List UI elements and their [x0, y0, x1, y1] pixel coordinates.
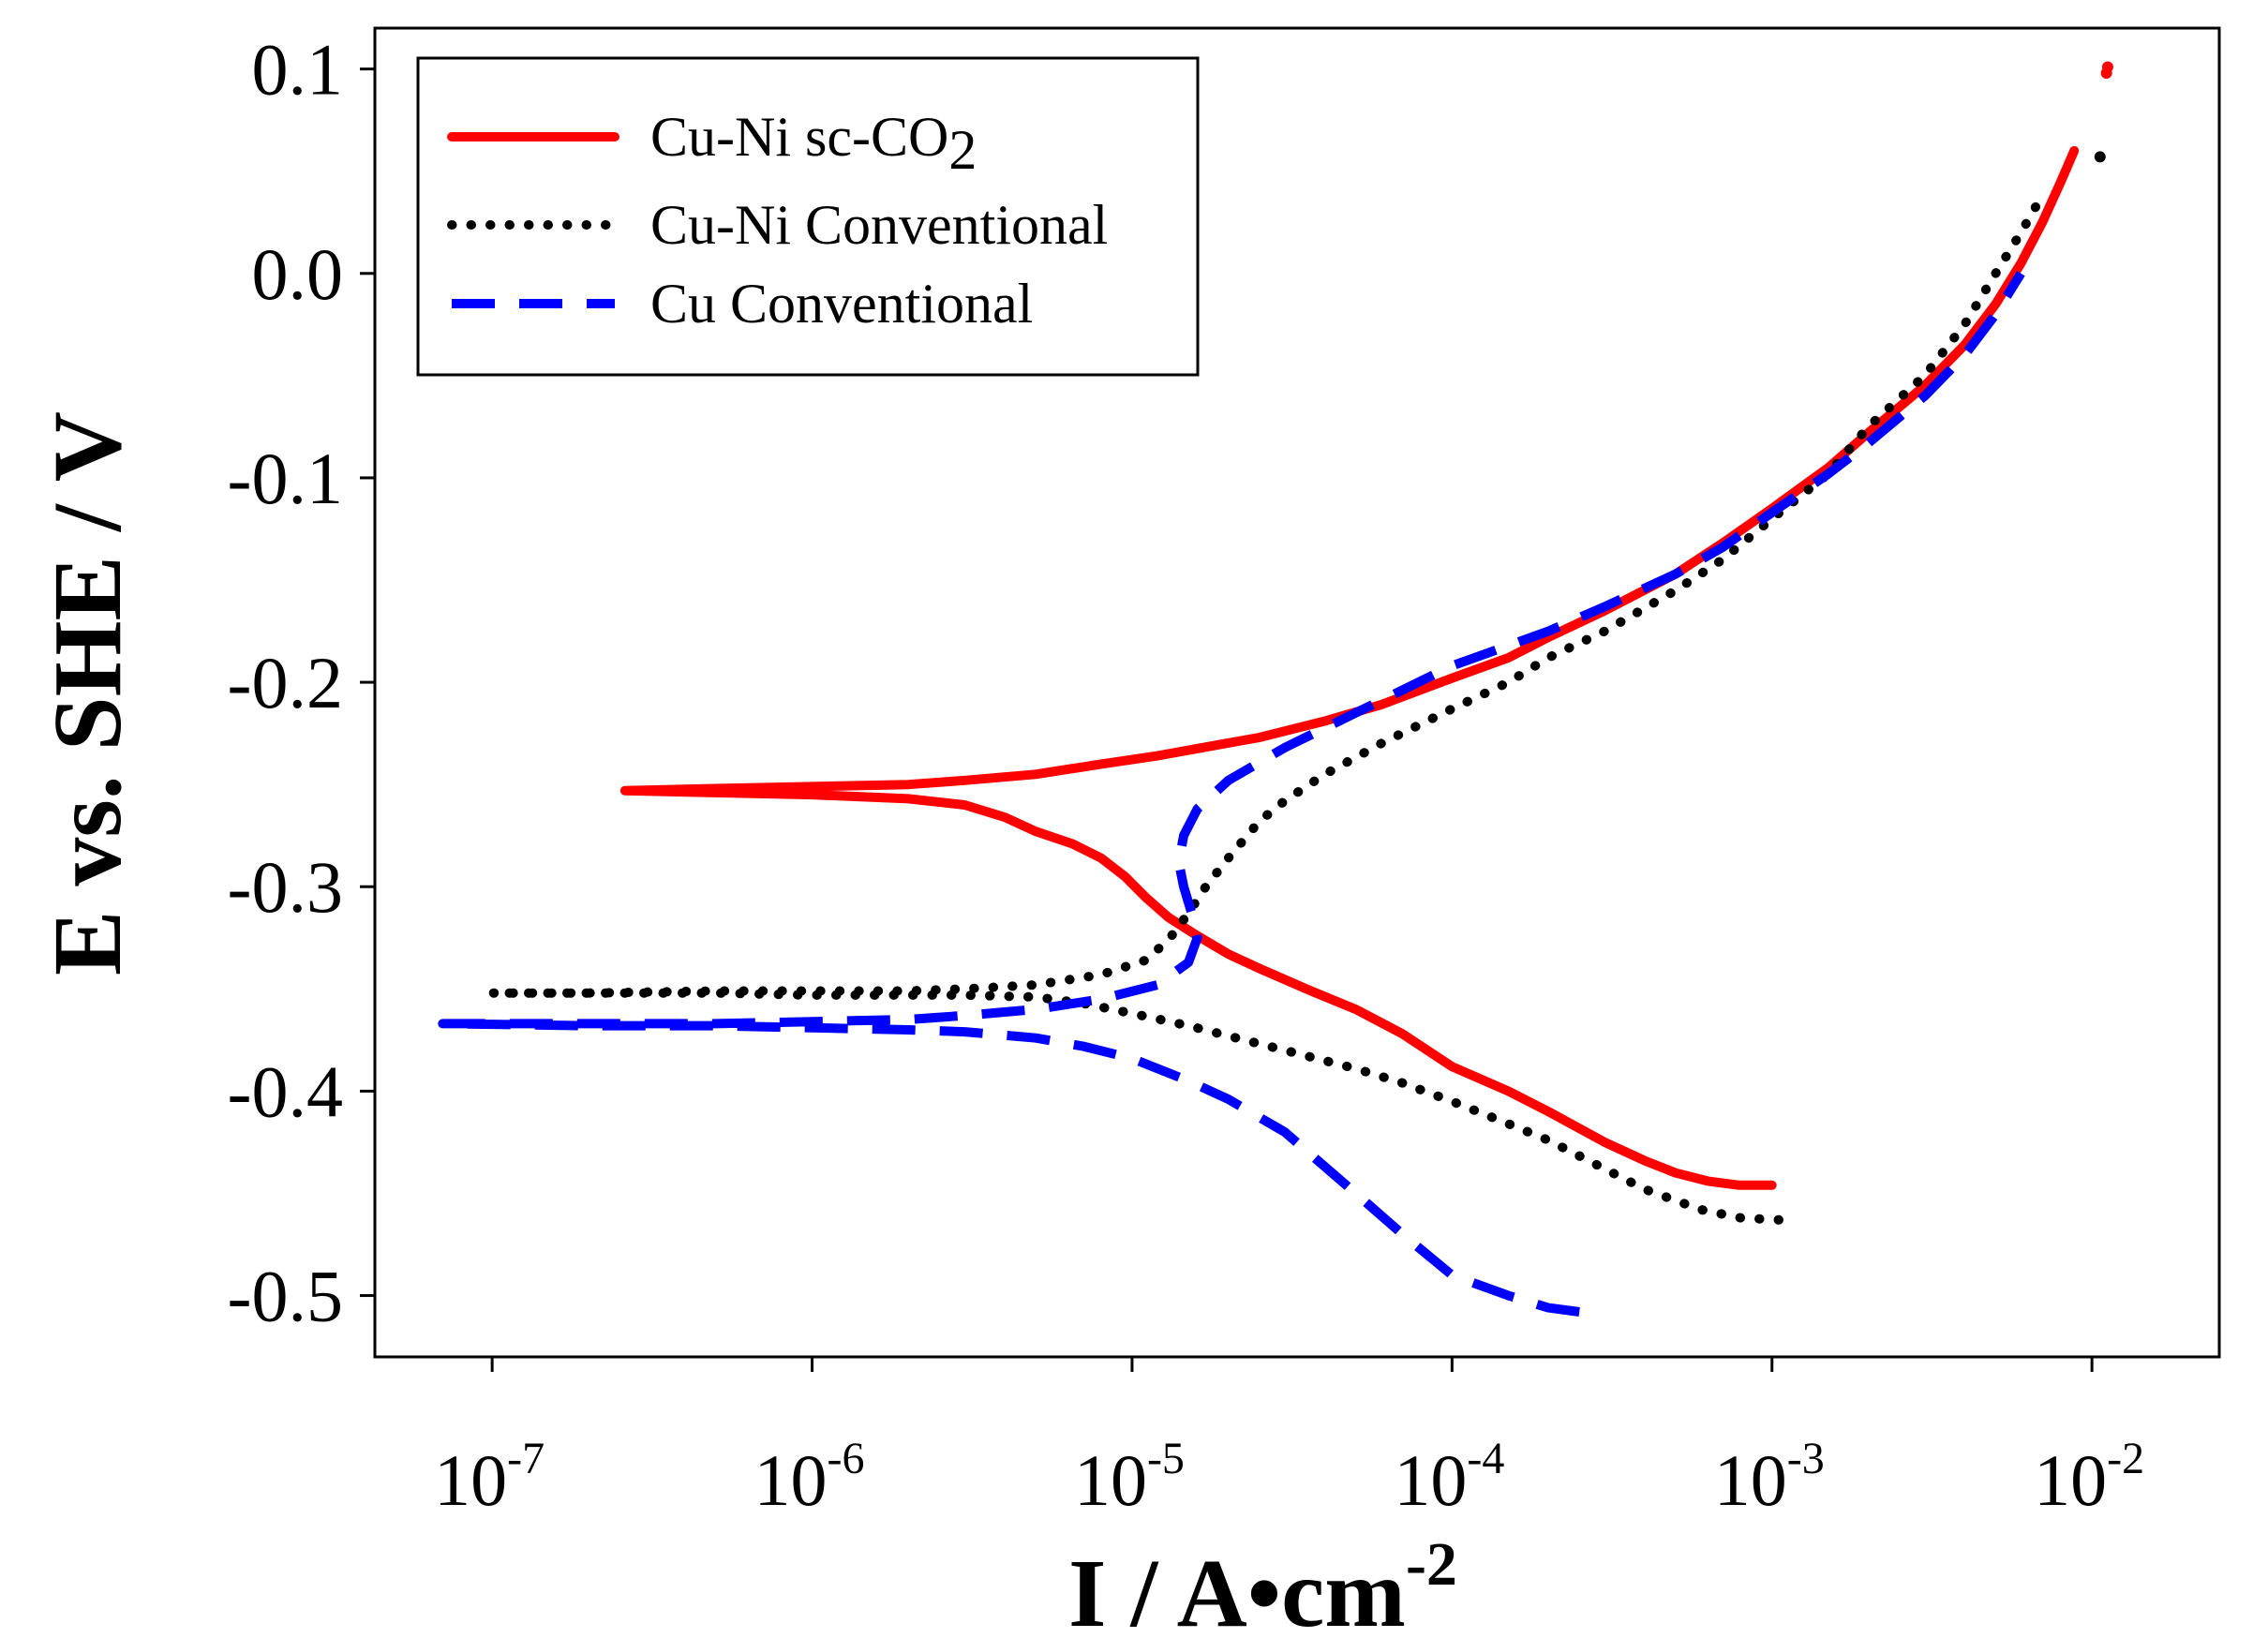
x-tick-label: 10-2 — [2034, 1434, 2144, 1521]
y-axis-title: E vs. SHE / V — [34, 411, 142, 975]
y-tick-label: 0.0 — [252, 233, 344, 315]
legend-box — [416, 56, 1200, 377]
y-tick-label: -0.4 — [228, 1050, 343, 1132]
x-tick-label: 10-7 — [434, 1434, 545, 1521]
x-axis-title: I / A•cm-2 — [1068, 1530, 1457, 1638]
y-tick-label: -0.2 — [228, 642, 343, 723]
legend-label-2: Cu-Ni Conventional — [650, 194, 1108, 256]
series-point-1 — [2101, 61, 2113, 73]
series-layer — [438, 61, 2113, 1317]
x-tick-label: 10-6 — [754, 1434, 865, 1521]
legend: Cu-Ni sc-CO2 Cu-Ni Conventional Cu Convent… — [416, 56, 1200, 377]
y-tick-label: 0.1 — [252, 29, 344, 111]
series-line-2 — [487, 186, 2050, 1225]
series-line-3 — [438, 271, 2025, 1317]
y-tick-label: -0.1 — [228, 438, 343, 519]
series-point-2 — [2094, 151, 2106, 163]
axis-labels: 0.1 0.0 -0.1 -0.2 -0.3 -0.4 -0.5 10-7 10-6 10-5 10… — [34, 29, 2144, 1638]
y-tick-label: -0.5 — [228, 1256, 343, 1337]
x-tick-label: 10-4 — [1394, 1434, 1504, 1521]
legend-label-3: Cu Conventional — [650, 273, 1033, 335]
x-tick-label: 10-3 — [1714, 1434, 1825, 1521]
plot-frame — [373, 26, 2221, 1359]
y-tick-label: -0.3 — [228, 846, 343, 928]
axes-layer — [360, 26, 2221, 1372]
legend-label-1: Cu-Ni sc-CO2 — [650, 106, 977, 181]
x-tick-label: 10-5 — [1074, 1434, 1185, 1521]
